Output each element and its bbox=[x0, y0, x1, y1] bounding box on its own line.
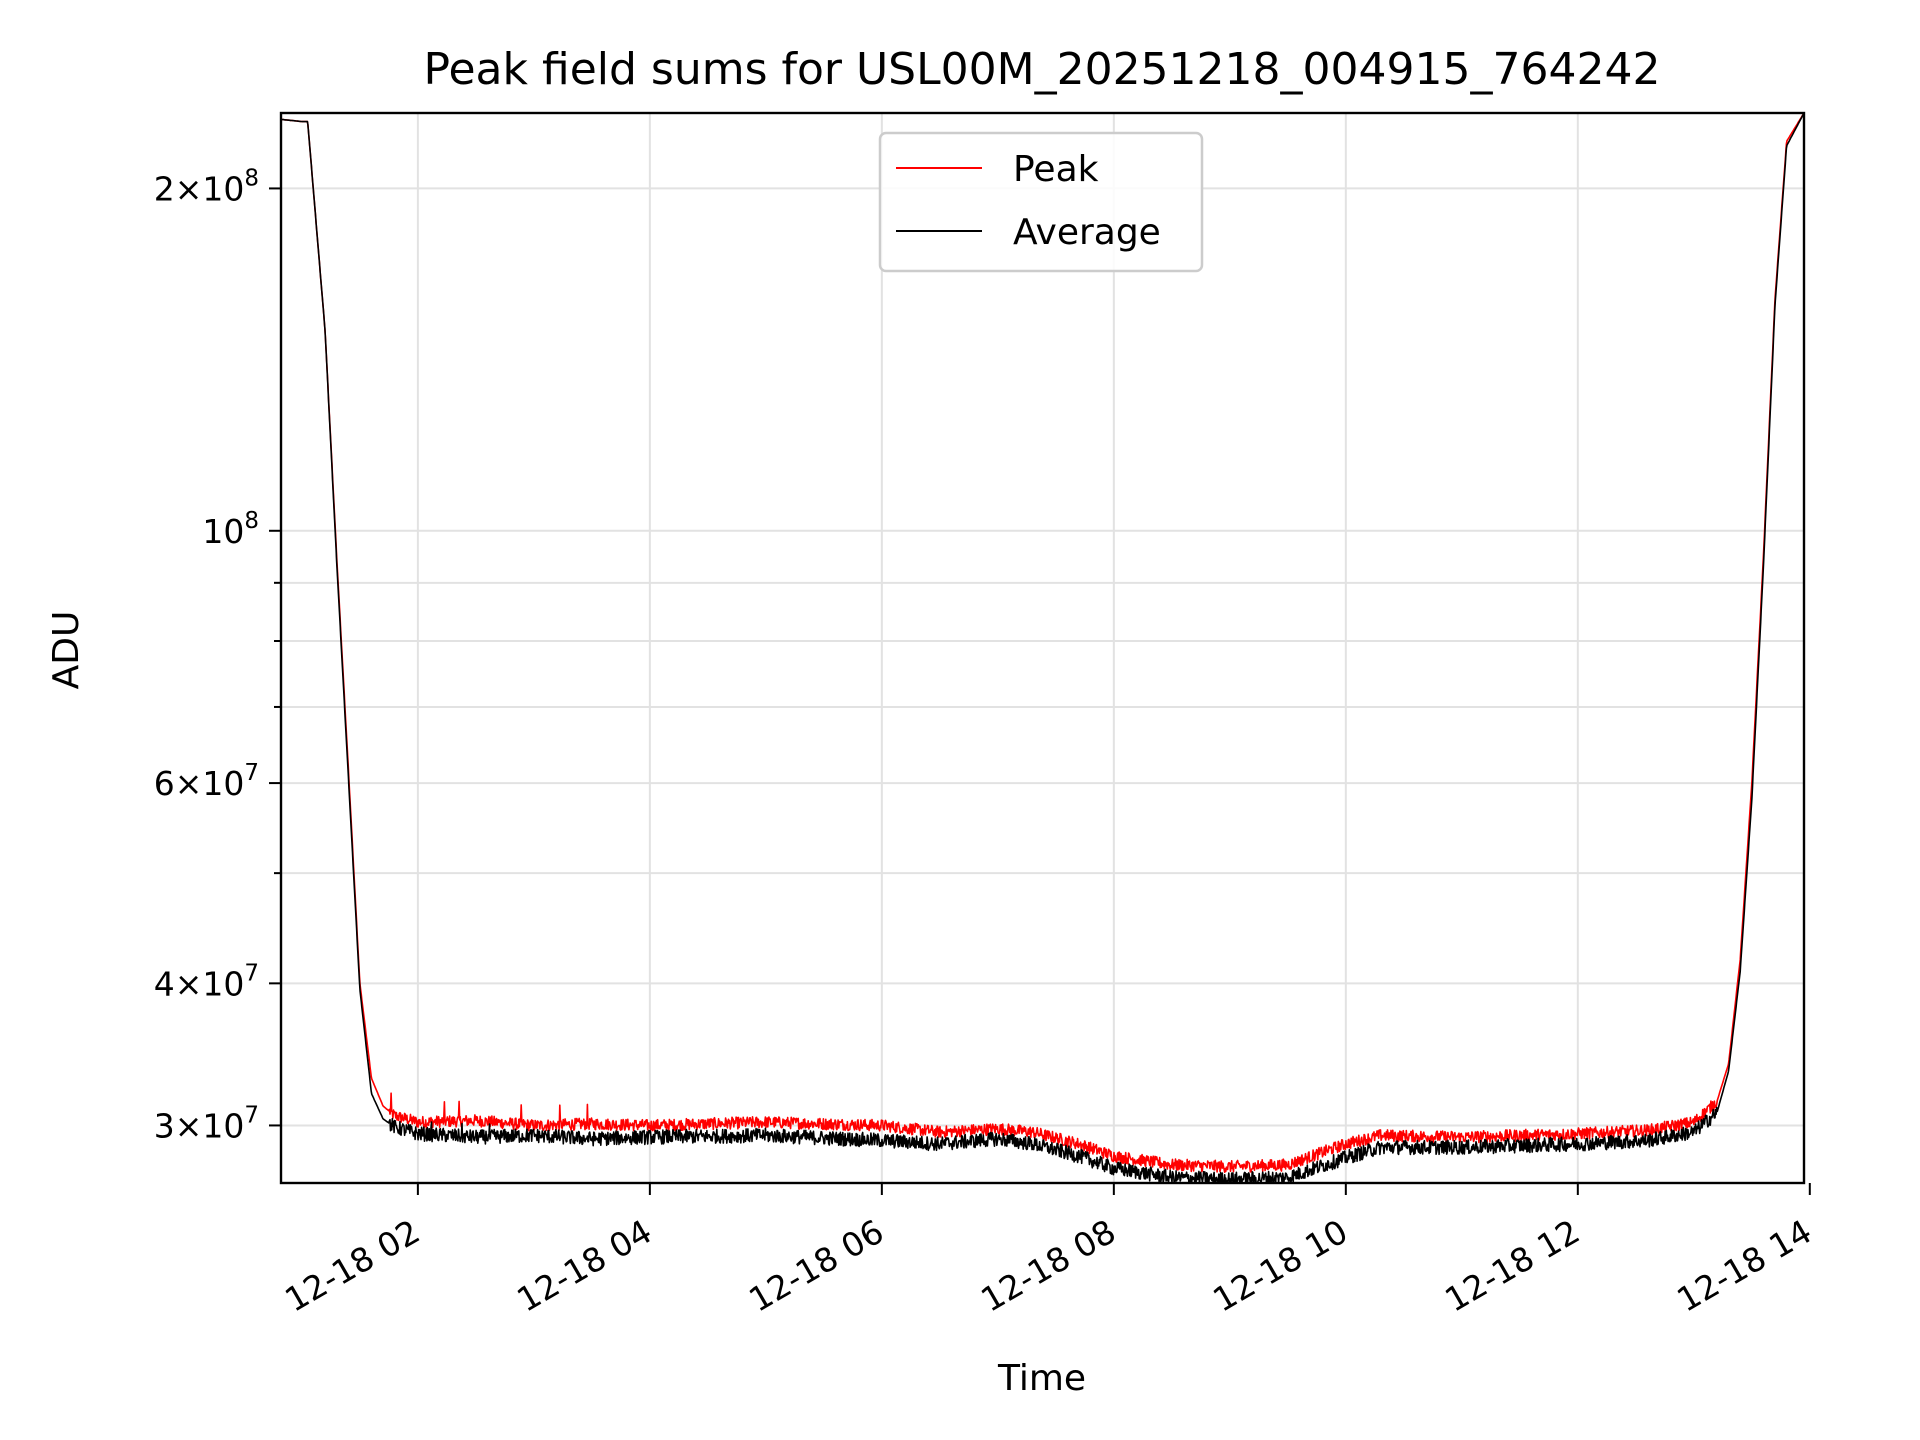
plot-frame bbox=[279, 111, 1806, 1185]
series-layer bbox=[281, 113, 1804, 1183]
x-axis-label: Time bbox=[997, 1358, 1086, 1399]
y-tick-label: 2×108 bbox=[154, 165, 259, 208]
y-tick-label: 3×107 bbox=[154, 1102, 259, 1145]
y-axis-label: ADU bbox=[46, 611, 87, 690]
y-tick-label: 6×107 bbox=[154, 760, 259, 803]
legend: Peak Average bbox=[878, 131, 1204, 273]
legend-label-average: Average bbox=[1013, 212, 1161, 253]
y-tick-label: 108 bbox=[202, 508, 259, 551]
chart-title: Peak field sums for USL00M_20251218_0049… bbox=[424, 44, 1661, 95]
series-line-average bbox=[281, 113, 1804, 1183]
series-line-peak bbox=[281, 113, 1804, 1173]
y-tick-label: 4×107 bbox=[154, 960, 259, 1003]
y-axis: 3×107 4×107 6×107 108 2×108 bbox=[154, 165, 281, 1145]
legend-label-peak: Peak bbox=[1013, 149, 1099, 190]
